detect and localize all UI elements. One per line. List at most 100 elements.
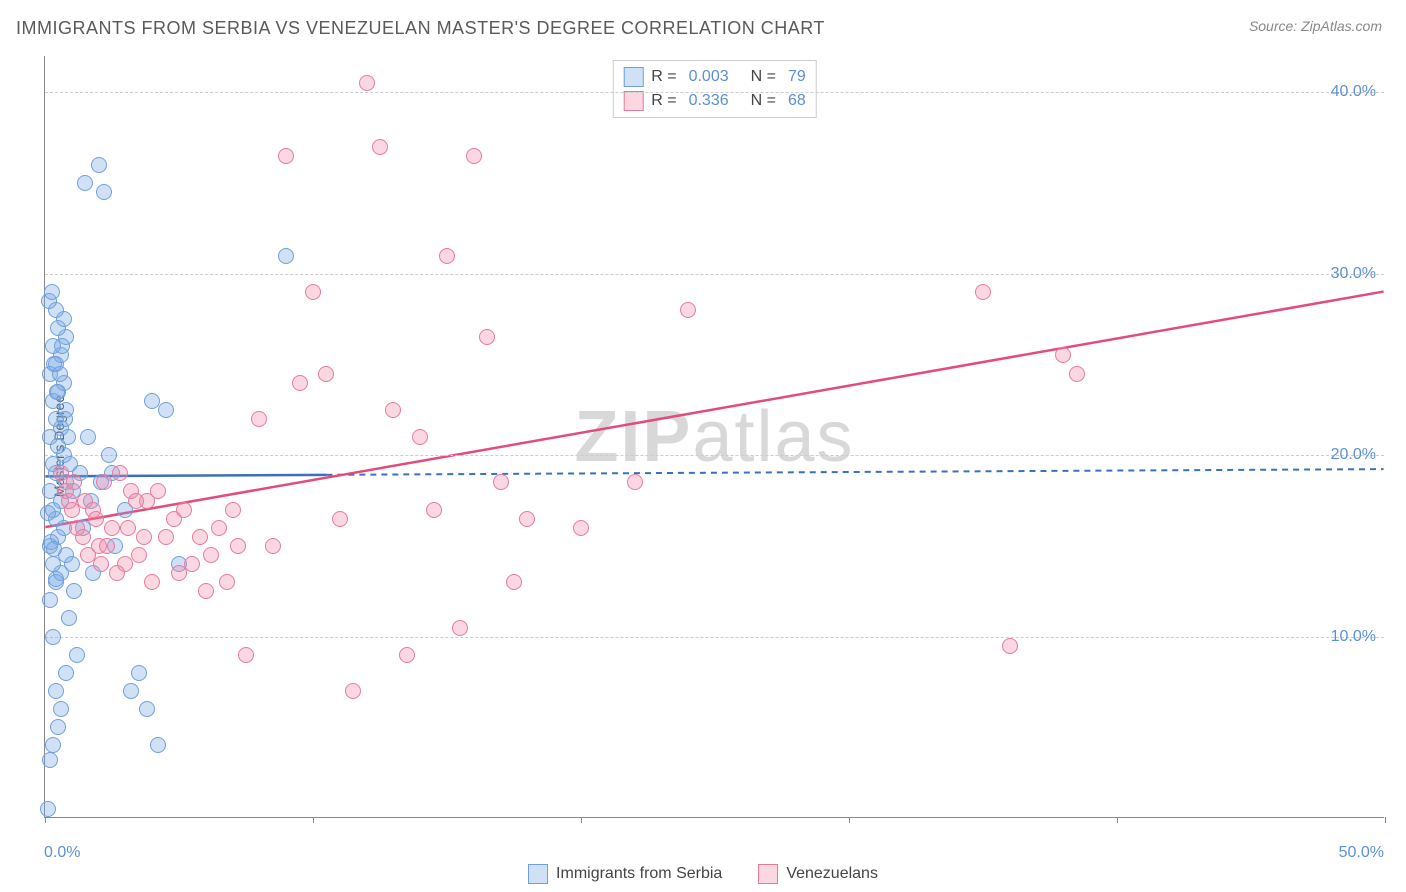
data-point bbox=[506, 574, 522, 590]
regression-lines bbox=[45, 56, 1384, 817]
data-point bbox=[61, 493, 77, 509]
data-point bbox=[211, 520, 227, 536]
legend-item-venezuelans: Venezuelans bbox=[758, 864, 878, 884]
data-point bbox=[112, 465, 128, 481]
data-point bbox=[399, 647, 415, 663]
chart-plot-area: ZIPatlas R =0.003N =79R =0.336N =68 10.0… bbox=[44, 56, 1384, 818]
data-point bbox=[45, 737, 61, 753]
data-point bbox=[42, 483, 58, 499]
data-point bbox=[144, 574, 160, 590]
stats-swatch-icon bbox=[623, 91, 643, 111]
data-point bbox=[975, 284, 991, 300]
data-point bbox=[198, 583, 214, 599]
data-point bbox=[58, 665, 74, 681]
x-tick-mark bbox=[849, 817, 850, 823]
x-axis-max-label: 50.0% bbox=[1339, 844, 1384, 862]
data-point bbox=[131, 665, 147, 681]
data-point bbox=[439, 248, 455, 264]
data-point bbox=[60, 429, 76, 445]
chart-header: IMMIGRANTS FROM SERBIA VS VENEZUELAN MAS… bbox=[0, 0, 1406, 49]
watermark: ZIPatlas bbox=[574, 396, 854, 478]
data-point bbox=[61, 610, 77, 626]
data-point bbox=[64, 556, 80, 572]
x-tick-mark bbox=[1117, 817, 1118, 823]
data-point bbox=[96, 474, 112, 490]
data-point bbox=[139, 701, 155, 717]
data-point bbox=[176, 502, 192, 518]
watermark-rest: atlas bbox=[692, 397, 854, 477]
data-point bbox=[120, 520, 136, 536]
y-tick-label: 40.0% bbox=[1331, 83, 1376, 101]
data-point bbox=[184, 556, 200, 572]
data-point bbox=[42, 752, 58, 768]
data-point bbox=[238, 647, 254, 663]
data-point bbox=[42, 592, 58, 608]
data-point bbox=[45, 629, 61, 645]
data-point bbox=[77, 175, 93, 191]
data-point bbox=[359, 75, 375, 91]
data-point bbox=[128, 493, 144, 509]
stats-r-label: R = bbox=[651, 68, 676, 86]
legend-swatch-icon bbox=[758, 864, 778, 884]
stats-n-value: 68 bbox=[788, 92, 806, 110]
y-tick-label: 30.0% bbox=[1331, 265, 1376, 283]
data-point bbox=[452, 620, 468, 636]
data-point bbox=[519, 511, 535, 527]
data-point bbox=[101, 447, 117, 463]
data-point bbox=[372, 139, 388, 155]
data-point bbox=[1002, 638, 1018, 654]
data-point bbox=[104, 520, 120, 536]
legend-label: Immigrants from Serbia bbox=[556, 865, 722, 883]
data-point bbox=[53, 701, 69, 717]
stats-r-label: R = bbox=[651, 92, 676, 110]
data-point bbox=[44, 284, 60, 300]
x-tick-mark bbox=[45, 817, 46, 823]
data-point bbox=[385, 402, 401, 418]
data-point bbox=[1055, 347, 1071, 363]
y-tick-label: 20.0% bbox=[1331, 446, 1376, 464]
data-point bbox=[466, 148, 482, 164]
stats-n-value: 79 bbox=[788, 68, 806, 86]
data-point bbox=[493, 474, 509, 490]
legend-bottom: Immigrants from Serbia Venezuelans bbox=[0, 864, 1406, 884]
data-point bbox=[265, 538, 281, 554]
legend-label: Venezuelans bbox=[786, 865, 878, 883]
data-point bbox=[66, 583, 82, 599]
data-point bbox=[192, 529, 208, 545]
legend-item-serbia: Immigrants from Serbia bbox=[528, 864, 722, 884]
stats-swatch-icon bbox=[623, 67, 643, 87]
data-point bbox=[158, 529, 174, 545]
data-point bbox=[96, 184, 112, 200]
data-point bbox=[318, 366, 334, 382]
data-point bbox=[49, 384, 65, 400]
data-point bbox=[40, 505, 56, 521]
data-point bbox=[332, 511, 348, 527]
data-point bbox=[219, 574, 235, 590]
data-point bbox=[573, 520, 589, 536]
data-point bbox=[203, 547, 219, 563]
correlation-stats-box: R =0.003N =79R =0.336N =68 bbox=[612, 60, 817, 118]
data-point bbox=[278, 148, 294, 164]
data-point bbox=[225, 502, 241, 518]
data-point bbox=[412, 429, 428, 445]
data-point bbox=[99, 538, 115, 554]
data-point bbox=[278, 248, 294, 264]
data-point bbox=[1069, 366, 1085, 382]
data-point bbox=[48, 571, 64, 587]
gridline-horizontal bbox=[45, 92, 1384, 93]
gridline-horizontal bbox=[45, 274, 1384, 275]
data-point bbox=[680, 302, 696, 318]
stats-n-label: N = bbox=[751, 68, 776, 86]
gridline-horizontal bbox=[45, 455, 1384, 456]
data-point bbox=[479, 329, 495, 345]
legend-swatch-icon bbox=[528, 864, 548, 884]
data-point bbox=[131, 547, 147, 563]
x-tick-mark bbox=[581, 817, 582, 823]
data-point bbox=[150, 483, 166, 499]
data-point bbox=[52, 366, 68, 382]
data-point bbox=[305, 284, 321, 300]
data-point bbox=[40, 801, 56, 817]
data-point bbox=[50, 719, 66, 735]
watermark-bold: ZIP bbox=[574, 397, 692, 477]
data-point bbox=[230, 538, 246, 554]
